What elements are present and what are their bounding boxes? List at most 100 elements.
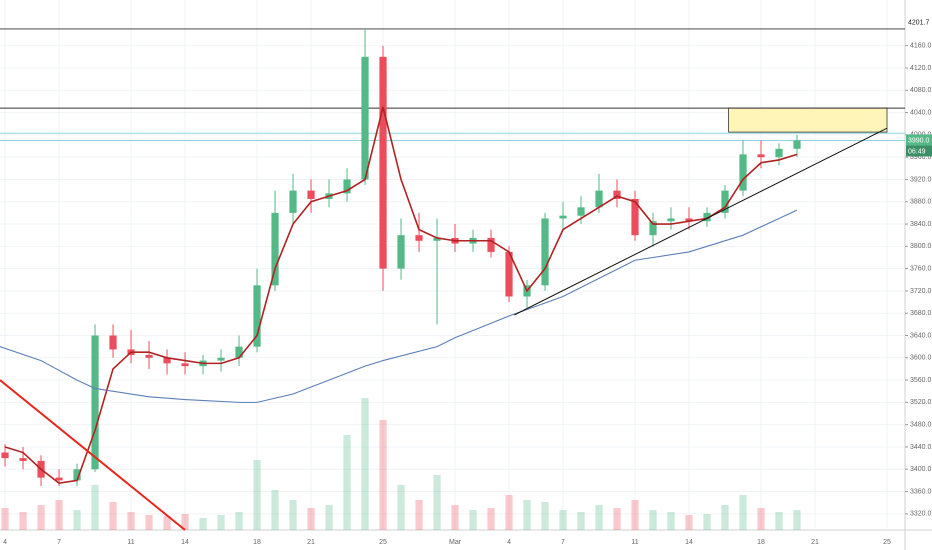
volume-bar — [217, 515, 225, 530]
candle-body — [289, 190, 297, 213]
candle-body — [415, 235, 423, 241]
volume-bar — [559, 510, 567, 530]
volume-bar — [541, 502, 549, 530]
candle-body — [703, 212, 711, 222]
candle-body — [19, 458, 27, 461]
candle-body — [613, 190, 621, 199]
current-price-label: 3990.0 — [908, 137, 930, 144]
candle-body — [109, 335, 117, 350]
volume-bar — [487, 508, 495, 530]
volume-bar — [595, 505, 603, 530]
volume-bar — [325, 505, 333, 530]
candle-body — [271, 212, 279, 286]
volume-bar — [307, 508, 315, 530]
candle-body — [307, 190, 315, 199]
candle-body — [217, 357, 225, 361]
y-tick-label: 3840.0 — [910, 221, 932, 228]
candle-body — [397, 235, 405, 269]
volume-bar — [667, 512, 675, 530]
volume-bar — [127, 512, 135, 530]
candle-body — [667, 218, 675, 222]
candle-body — [253, 285, 261, 347]
volume-bar — [631, 500, 639, 530]
price-label: 4201.7 — [908, 19, 930, 26]
y-tick-label: 3760.0 — [910, 265, 932, 272]
x-tick-label: 4 — [3, 539, 7, 546]
y-tick-label: 3720.0 — [910, 288, 932, 295]
y-tick-label: 4080.0 — [910, 87, 932, 94]
candle-body — [739, 154, 747, 191]
x-tick-label: 4 — [507, 539, 511, 546]
x-tick-label: 14 — [181, 539, 189, 546]
y-tick-label: 3920.0 — [910, 176, 932, 183]
volume-bar — [721, 505, 729, 530]
candle-body — [181, 363, 189, 367]
y-tick-label: 3520.0 — [910, 399, 932, 406]
candle-body — [649, 221, 657, 236]
volume-bar — [199, 518, 207, 530]
volume-bar — [1, 508, 9, 530]
volume-bar — [703, 514, 711, 530]
volume-bar — [793, 510, 801, 530]
candle-body — [775, 148, 783, 158]
trend-line — [514, 127, 888, 316]
volume-bar — [253, 460, 261, 530]
moving-average — [4, 106, 798, 485]
candle-body — [361, 56, 369, 180]
y-tick-label: 4040.0 — [910, 109, 932, 116]
candle-body — [163, 357, 171, 364]
x-tick-label: 11 — [631, 539, 638, 546]
candle-body — [433, 237, 441, 241]
x-tick-label: 25 — [379, 539, 387, 546]
volume-bar — [739, 495, 747, 530]
volume-bar — [469, 510, 477, 530]
volume-bar — [757, 508, 765, 530]
volume-bar — [55, 500, 63, 530]
volume-bar — [451, 505, 459, 530]
trend-line — [0, 379, 186, 531]
y-tick-label: 3400.0 — [910, 466, 932, 473]
x-tick-label: 11 — [127, 539, 134, 546]
candle-body — [559, 215, 567, 219]
y-tick-label: 3640.0 — [910, 332, 932, 339]
volume-bar — [523, 500, 531, 530]
candle-body — [721, 190, 729, 213]
candle-body — [145, 355, 153, 358]
x-tick-label: 14 — [685, 539, 693, 546]
x-tick-label: 7 — [561, 539, 565, 546]
volume-bar — [163, 516, 171, 530]
y-tick-label: 3560.0 — [910, 377, 932, 384]
x-tick-label: 7 — [57, 539, 61, 546]
volume-bar — [649, 510, 657, 530]
volume-bar — [379, 420, 387, 530]
y-tick-label: 3600.0 — [910, 355, 932, 362]
volume-bar — [505, 495, 513, 530]
y-tick-label: 3960.0 — [910, 154, 932, 161]
y-tick-label: 3440.0 — [910, 444, 932, 451]
volume-bar — [685, 515, 693, 530]
volume-bar — [73, 510, 81, 530]
volume-bar — [235, 512, 243, 530]
volume-bar — [397, 485, 405, 530]
candle-body — [487, 237, 495, 252]
candle-body — [379, 56, 387, 269]
candle-body — [631, 198, 639, 236]
x-tick-label: 21 — [307, 539, 315, 546]
volume-bar — [271, 490, 279, 530]
volume-bar — [361, 398, 369, 530]
candle-body — [685, 218, 693, 222]
candle-body — [541, 218, 549, 286]
volume-bar — [19, 512, 27, 530]
y-tick-label: 4120.0 — [910, 65, 932, 72]
moving-average — [0, 209, 798, 403]
y-tick-label: 3360.0 — [910, 488, 932, 495]
candle-body — [235, 346, 243, 358]
y-tick-label: 4160.0 — [910, 43, 932, 50]
current-price-box — [906, 134, 932, 146]
volume-bar — [289, 500, 297, 530]
volume-bar — [37, 505, 45, 530]
highlight-box — [728, 107, 888, 133]
y-tick-label: 3680.0 — [910, 310, 932, 317]
countdown-box — [906, 145, 932, 157]
